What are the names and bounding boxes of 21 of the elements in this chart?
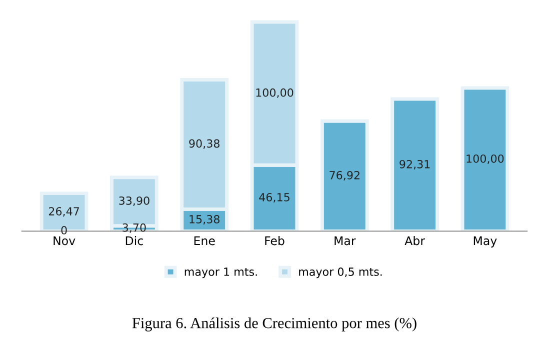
- x-tick-label: Ene: [194, 236, 215, 246]
- data-label: 15,38: [190, 215, 220, 225]
- x-tick-label: May: [474, 236, 497, 248]
- x-tick-label: Abr: [404, 236, 426, 246]
- x-tick-label: Mar: [334, 236, 356, 246]
- x-tick-label: Feb: [265, 236, 284, 246]
- data-label: 33,90: [119, 196, 150, 206]
- x-tick-label: Dic: [126, 236, 143, 246]
- x-tick-label: Nov: [54, 236, 76, 246]
- data-label: 92,31: [400, 160, 430, 170]
- data-label: 90,38: [189, 139, 220, 149]
- legend-label: mayor 0,5 mts.: [299, 268, 382, 278]
- legend-label: mayor 1 mts.: [184, 268, 257, 278]
- text: Figura 6. Análisis de Crecimiento por mes (%): [132, 317, 416, 332]
- data-label: 0: [61, 226, 67, 234]
- data-label: 3,70: [122, 223, 146, 233]
- data-label: 76,92: [330, 170, 360, 180]
- data-label: 100,00: [256, 88, 294, 98]
- data-label: 100,00: [466, 154, 504, 164]
- data-label: 46,15: [259, 192, 290, 203]
- data-label: 26,47: [48, 207, 80, 217]
